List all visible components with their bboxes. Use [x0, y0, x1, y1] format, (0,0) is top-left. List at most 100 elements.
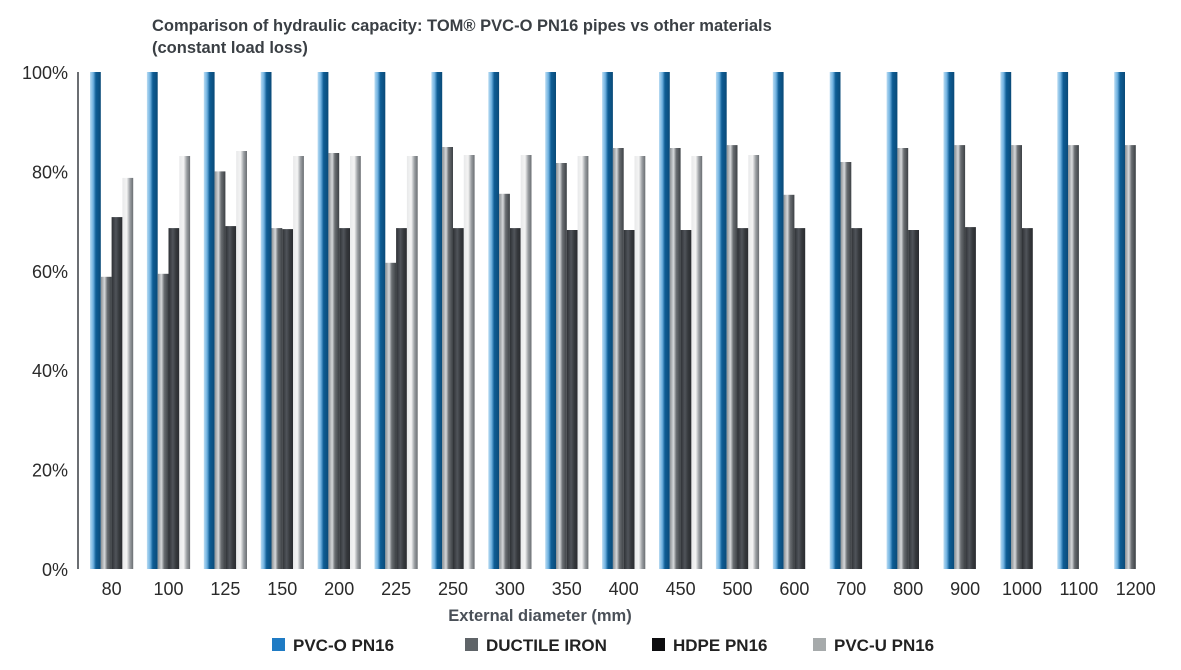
bar-group-900: [943, 72, 976, 569]
bar-pvc-o-pn16-600: [772, 72, 784, 569]
bar-ductile-iron-300: [499, 193, 510, 570]
legend-swatch: [652, 638, 665, 651]
legend-item: DUCTILE IRON: [465, 636, 607, 655]
bar-hdpe-pn16-80: [111, 217, 123, 569]
bar-hdpe-pn16-700: [851, 228, 863, 569]
bar-ductile-iron-80: [100, 276, 112, 569]
bar-group-1100: [1057, 72, 1079, 569]
bar-pvc-u-pn16-100: [179, 156, 191, 569]
bar-ductile-iron-200: [328, 153, 340, 569]
y-tick-label: 60%: [32, 262, 68, 282]
x-tick-label: 350: [552, 579, 582, 599]
bar-pvc-u-pn16-500: [748, 155, 760, 569]
legend-label: PVC-O PN16: [293, 636, 394, 655]
bar-pvc-o-pn16-400: [602, 72, 613, 569]
y-tick-label: 40%: [32, 361, 68, 381]
bar-pvc-u-pn16-125: [236, 151, 247, 569]
bar-group-125: [203, 72, 247, 569]
x-tick-label: 600: [779, 579, 809, 599]
x-tick-label: 125: [210, 579, 240, 599]
bar-ductile-iron-900: [954, 145, 966, 569]
y-tick-label: 0%: [42, 560, 68, 580]
chart-title: Comparison of hydraulic capacity: TOM® P…: [152, 17, 772, 35]
bar-group-1000: [1000, 72, 1033, 569]
x-axis-ticks: 80 100 125 150 200 225 250 300 350 400 450 500 600 70…: [102, 579, 1156, 599]
x-tick-label: 100: [153, 579, 183, 599]
bar-hdpe-pn16-800: [908, 230, 919, 569]
x-tick-label: 450: [666, 579, 696, 599]
bar-group-450: [659, 72, 703, 569]
bar-hdpe-pn16-250: [453, 228, 464, 569]
bar-ductile-iron-450: [669, 148, 681, 569]
bar-pvc-o-pn16-800: [886, 72, 898, 569]
x-tick-label: 250: [438, 579, 468, 599]
bar-pvc-u-pn16-300: [520, 155, 532, 569]
x-tick-label: 1000: [1002, 579, 1042, 599]
bar-ductile-iron-700: [840, 162, 852, 569]
bar-hdpe-pn16-1000: [1022, 228, 1033, 569]
bars: [90, 72, 1136, 570]
bar-hdpe-pn16-500: [737, 228, 749, 569]
legend-item: HDPE PN16: [652, 636, 767, 655]
x-tick-label: 400: [609, 579, 639, 599]
bar-pvc-u-pn16-250: [463, 155, 475, 569]
x-tick-label: 500: [722, 579, 752, 599]
bar-pvc-o-pn16-500: [715, 72, 727, 569]
bar-hdpe-pn16-125: [225, 226, 237, 569]
x-tick-label: 80: [102, 579, 122, 599]
bar-group-600: [772, 72, 806, 570]
bar-hdpe-pn16-225: [396, 228, 407, 569]
bar-pvc-o-pn16-1100: [1057, 72, 1069, 569]
bar-pvc-u-pn16-225: [406, 156, 418, 569]
bar-pvc-u-pn16-150: [293, 156, 304, 569]
legend-swatch: [465, 638, 478, 651]
y-tick-label: 20%: [32, 461, 68, 481]
bar-ductile-iron-400: [612, 148, 624, 569]
bar-ductile-iron-350: [556, 163, 567, 569]
x-tick-label: 1100: [1060, 579, 1099, 599]
bar-group-100: [146, 72, 191, 569]
x-tick-label: 225: [381, 579, 411, 599]
bar-group-250: [431, 72, 475, 569]
bar-pvc-o-pn16-250: [431, 72, 443, 569]
legend-item: PVC-O PN16: [272, 636, 394, 655]
bar-group-500: [715, 72, 760, 569]
bar-pvc-o-pn16-80: [90, 72, 101, 569]
bar-group-1200: [1114, 72, 1136, 569]
bar-group-800: [886, 72, 919, 569]
x-tick-label: 150: [267, 579, 297, 599]
bar-pvc-u-pn16-450: [691, 156, 703, 569]
bar-pvc-o-pn16-1200: [1114, 72, 1125, 569]
bar-pvc-u-pn16-350: [577, 156, 589, 569]
bar-pvc-u-pn16-200: [350, 156, 361, 569]
x-tick-label: 200: [324, 579, 354, 599]
x-tick-label: 300: [495, 579, 525, 599]
bar-ductile-iron-1200: [1125, 145, 1136, 569]
legend-label: HDPE PN16: [673, 636, 767, 655]
legend-swatch: [813, 638, 826, 651]
bar-pvc-o-pn16-450: [659, 72, 670, 569]
bar-hdpe-pn16-400: [623, 230, 635, 569]
x-tick-label: 900: [950, 579, 980, 599]
legend-label: PVC-U PN16: [834, 636, 934, 655]
chart-subtitle: (constant load loss): [152, 39, 308, 57]
legend: PVC-O PN16 DUCTILE IRON HDPE PN16 PVC-U PN1…: [272, 636, 934, 655]
bar-hdpe-pn16-100: [168, 228, 180, 569]
bar-pvc-u-pn16-80: [122, 177, 134, 569]
bar-hdpe-pn16-900: [965, 227, 976, 569]
bar-hdpe-pn16-150: [282, 229, 294, 569]
bar-pvc-o-pn16-900: [943, 72, 955, 569]
bar-ductile-iron-800: [897, 148, 909, 569]
bar-group-200: [317, 72, 361, 569]
x-tick-label: 800: [893, 579, 923, 599]
bar-group-700: [829, 72, 863, 569]
bar-ductile-iron-100: [157, 273, 169, 569]
y-axis-ticks: 0% 20% 40% 60% 80% 100%: [22, 63, 68, 580]
legend-swatch: [272, 638, 285, 651]
bar-ductile-iron-150: [271, 228, 283, 569]
bar-pvc-o-pn16-150: [260, 72, 272, 569]
bar-ductile-iron-125: [214, 171, 226, 569]
bar-group-150: [260, 72, 304, 569]
bar-ductile-iron-1000: [1011, 145, 1022, 569]
